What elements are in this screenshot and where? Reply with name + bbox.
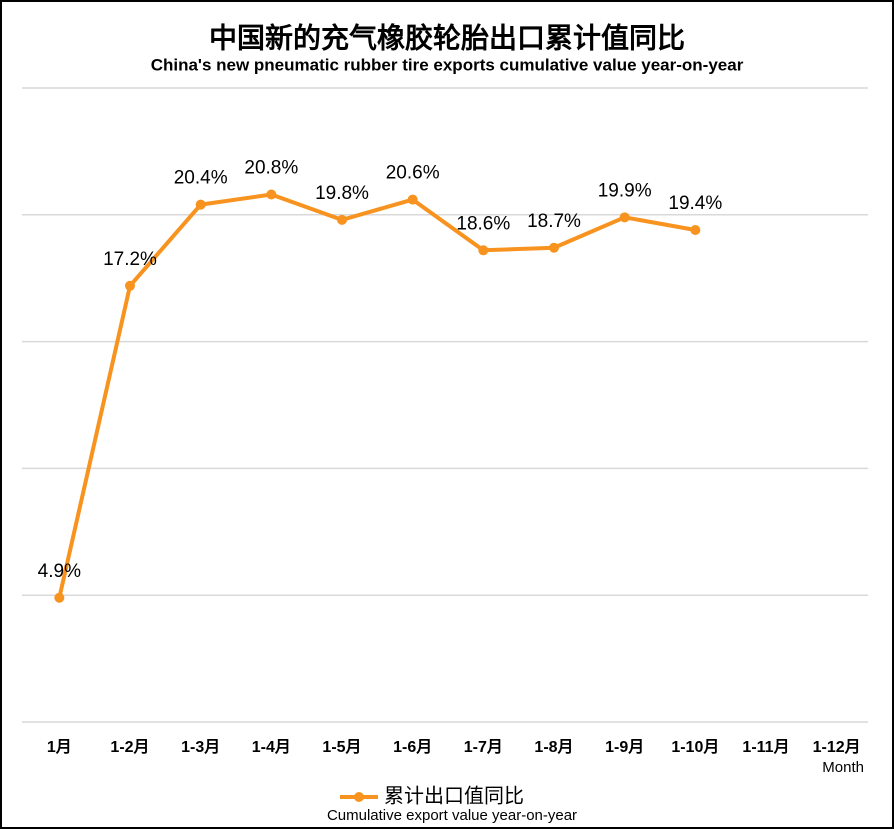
x-tick-label: 1-9月 (605, 738, 644, 756)
data-label: 17.2% (103, 249, 157, 270)
data-point (549, 242, 559, 253)
x-tick-label: 1-11月 (742, 738, 789, 756)
data-point (195, 199, 206, 210)
data-label: 20.6% (386, 163, 440, 184)
x-tick-label: 1-7月 (464, 738, 503, 756)
data-label: 20.8% (244, 158, 298, 179)
x-tick-label: 1-12月 (813, 738, 861, 756)
data-point (478, 245, 489, 256)
legend-subtitle: Cumulative export value year-on-year (327, 807, 577, 824)
data-point (619, 212, 630, 223)
x-tick-label: 1-5月 (322, 738, 361, 756)
x-tick-label: 1月 (47, 738, 72, 756)
x-axis-label: Month (822, 759, 864, 776)
data-label: 20.4% (174, 168, 228, 189)
data-point (407, 194, 418, 205)
data-point (125, 280, 135, 291)
data-label: 4.9% (38, 561, 81, 582)
data-label: 19.9% (598, 180, 652, 201)
x-tick-label: 1-6月 (393, 738, 432, 756)
data-point (54, 592, 65, 603)
data-label: 19.8% (315, 183, 369, 204)
legend-label: 累计出口值同比 (384, 784, 524, 807)
data-label: 18.7% (527, 211, 581, 232)
chart-title: 中国新的充气橡胶轮胎出口累计值同比 (209, 21, 685, 53)
data-point (337, 214, 347, 225)
series-line (57, 192, 696, 599)
x-tick-label: 1-3月 (181, 738, 220, 756)
x-tick-label: 1-2月 (110, 738, 149, 756)
legend-marker (354, 792, 364, 802)
x-tick-label: 1-4月 (252, 738, 291, 756)
chart-subtitle: China's new pneumatic rubber tire export… (151, 55, 744, 74)
data-label: 18.6% (456, 213, 510, 234)
x-tick-label: 1-8月 (534, 738, 573, 756)
data-label: 19.4% (668, 193, 722, 214)
data-point (690, 225, 701, 236)
data-point (266, 189, 277, 200)
x-tick-label: 1-10月 (671, 738, 719, 756)
